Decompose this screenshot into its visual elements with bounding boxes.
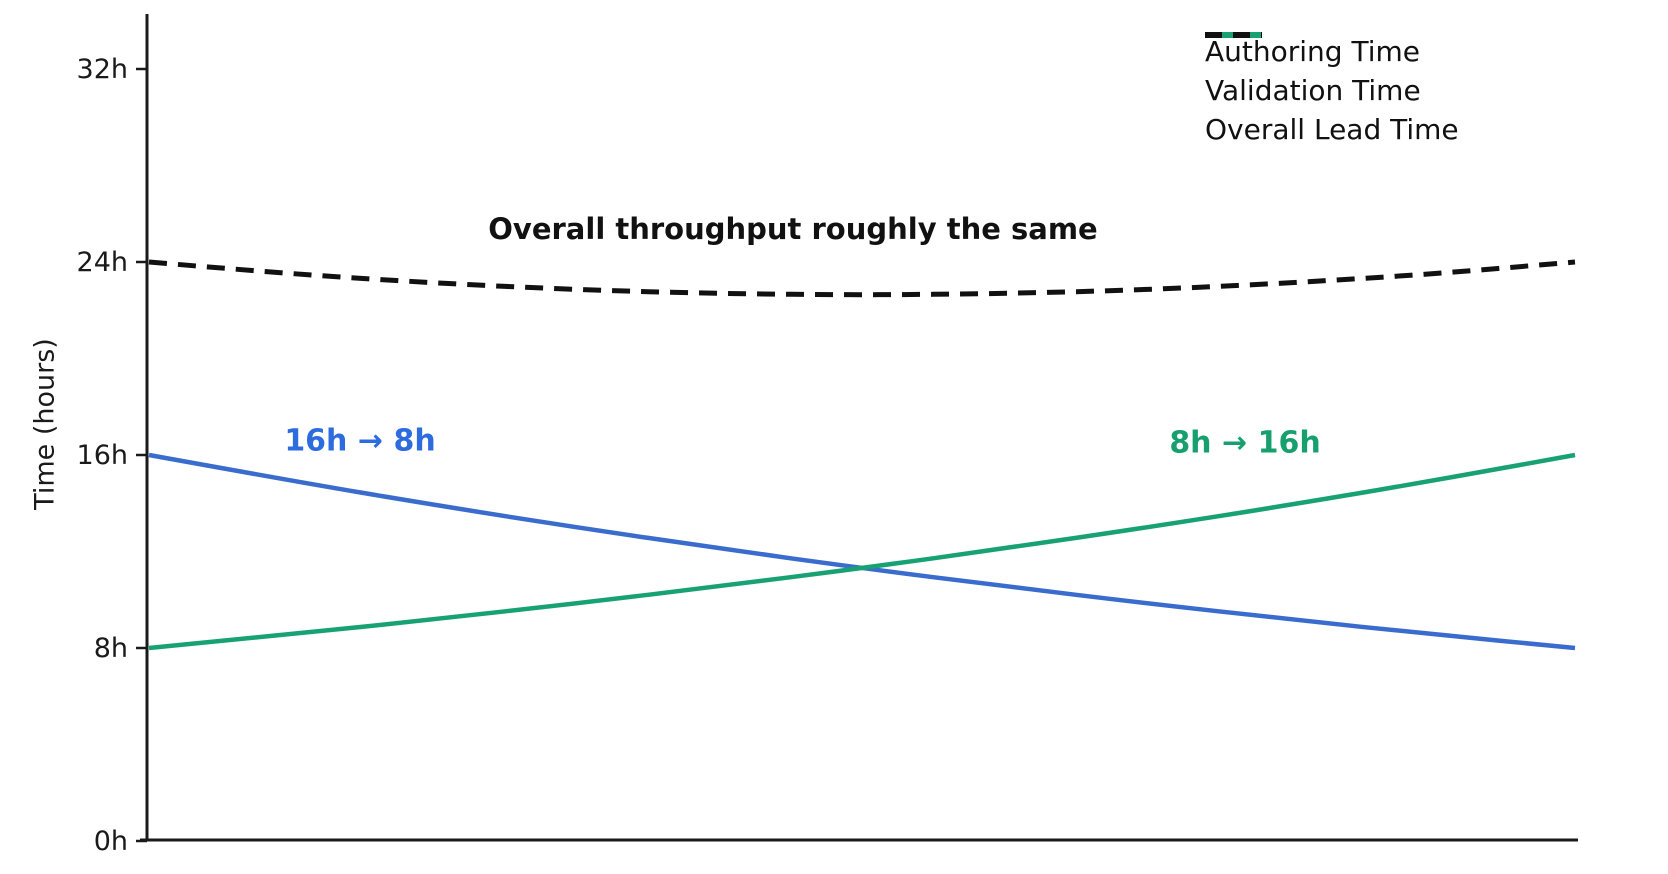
series-line-authoring-time bbox=[148, 452, 1576, 651]
y-tick-label: 32h bbox=[77, 54, 128, 85]
annotation-throughput: Overall throughput roughly the same bbox=[488, 212, 1098, 246]
dashed-line-swatch-black bbox=[1205, 32, 1262, 38]
legend: Authoring Time Validation Time Overall L… bbox=[1205, 32, 1459, 149]
y-tick-label: 8h bbox=[94, 633, 128, 664]
annotation-authoring-change: 16h → 8h bbox=[284, 423, 436, 459]
legend-label: Overall Lead Time bbox=[1205, 113, 1459, 146]
legend-item-validation: Validation Time bbox=[1205, 32, 1459, 110]
legend-label: Authoring Time bbox=[1205, 35, 1420, 68]
y-tick-label: 24h bbox=[77, 247, 128, 278]
y-axis-label: Time (hours) bbox=[29, 338, 61, 510]
series-line-validation-time bbox=[148, 452, 1576, 651]
y-tick-label: 0h bbox=[94, 826, 128, 857]
series-line-overall-lead-time bbox=[148, 259, 1576, 298]
legend-label: Validation Time bbox=[1205, 74, 1421, 107]
y-tick-label: 16h bbox=[77, 440, 128, 471]
annotation-validation-change: 8h → 16h bbox=[1169, 425, 1321, 461]
legend-item-overall: Overall Lead Time bbox=[1205, 32, 1459, 149]
